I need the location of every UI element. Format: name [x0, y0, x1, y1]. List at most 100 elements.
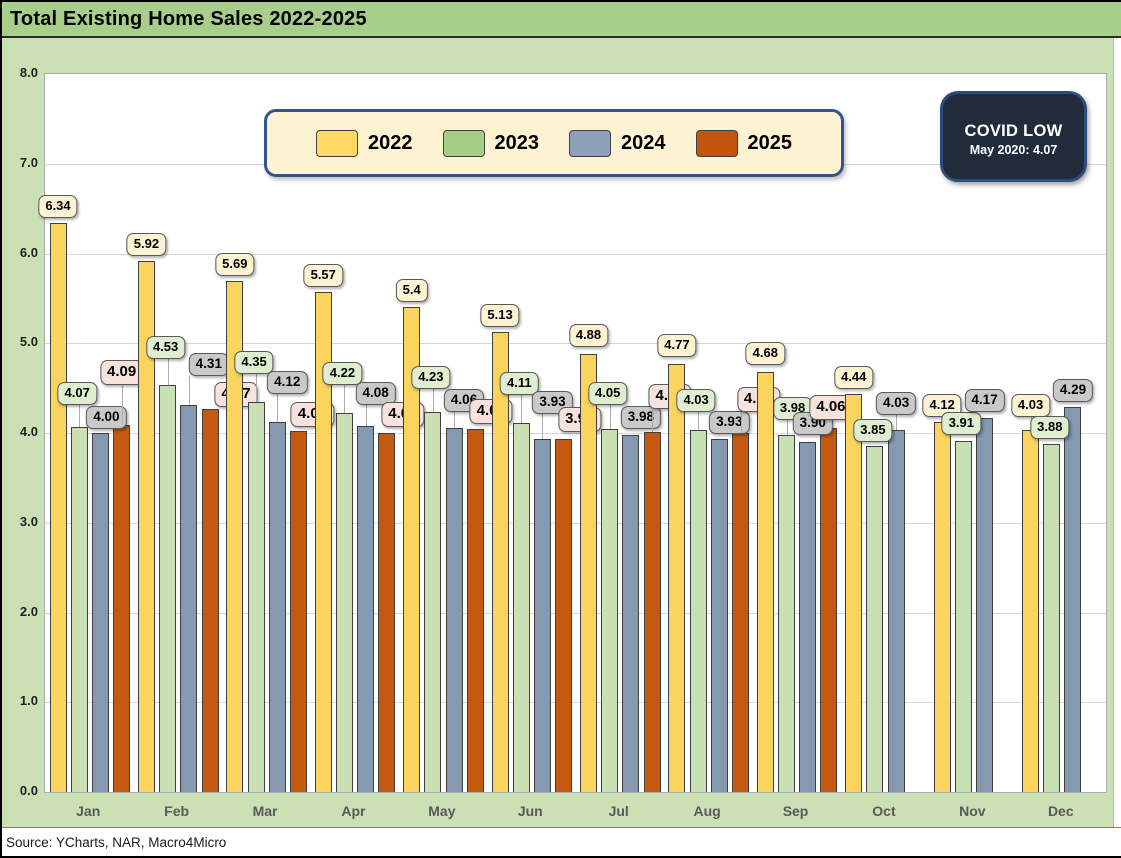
bar-2025-mar — [289, 431, 307, 792]
bar-2025-jul — [643, 432, 661, 792]
data-label-2024-aug: 3.93 — [709, 411, 750, 435]
covid-low-callout: COVID LOW May 2020: 4.07 — [940, 91, 1087, 182]
x-axis-label-may: May — [428, 803, 456, 819]
source-text: Source: YCharts, NAR, Macro4Micro — [6, 834, 227, 850]
data-label-2024-feb: 4.31 — [188, 353, 229, 377]
label-leader-2024-oct — [896, 415, 898, 431]
bar-2025-may — [466, 429, 484, 792]
label-leader-2023-apr — [344, 385, 346, 414]
y-axis-tick-6.0: 6.0 — [19, 244, 38, 260]
data-label-2022-mar: 5.69 — [215, 253, 255, 277]
gridline-3.0 — [45, 522, 1106, 524]
bar-2024-jan — [91, 433, 109, 792]
title-bar: Total Existing Home Sales 2022-2025 — [2, 2, 1121, 38]
data-label-2022-feb: 5.92 — [126, 232, 167, 256]
bar-2023-apr — [335, 413, 353, 792]
bar-2024-dec — [1064, 406, 1082, 792]
bar-2023-jun — [512, 423, 530, 792]
bar-2022-jul — [580, 354, 597, 792]
label-leader-2023-feb — [167, 359, 169, 386]
bar-2022-feb — [137, 260, 155, 792]
data-label-2025-jan: 4.09 — [99, 359, 144, 385]
bar-2024-sep — [799, 441, 817, 792]
legend-item-2024: 2024 — [569, 129, 666, 157]
bar-2022-dec — [1022, 430, 1040, 792]
bar-2022-jan — [49, 222, 67, 792]
data-label-2022-jul: 4.88 — [568, 324, 609, 348]
x-axis-label-oct: Oct — [872, 803, 896, 819]
data-label-2024-oct: 4.03 — [876, 392, 917, 416]
legend-item-2025: 2025 — [695, 129, 792, 157]
bar-2024-feb — [180, 405, 198, 792]
data-label-2024-dec: 4.29 — [1052, 378, 1094, 402]
label-leader-2024-may — [454, 411, 456, 428]
y-axis-tick-0.0: 0.0 — [19, 783, 38, 798]
x-axis-label-aug: Aug — [693, 803, 721, 819]
x-axis-label-jun: Jun — [517, 803, 543, 819]
y-axis-tick-3.0: 3.0 — [19, 513, 38, 529]
data-label-2024-mar: 4.12 — [267, 371, 308, 395]
label-leader-2023-may — [432, 389, 434, 413]
bar-2023-jan — [70, 426, 88, 792]
bar-2023-oct — [866, 446, 884, 792]
label-leader-2024-feb — [188, 376, 190, 406]
source-bar: Source: YCharts, NAR, Macro4Micro — [2, 827, 1121, 856]
legend-label-2024: 2024 — [621, 131, 666, 154]
data-label-2022-apr: 5.57 — [303, 264, 343, 288]
data-label-2023-jan: 4.07 — [57, 381, 97, 405]
bar-2023-dec — [1043, 443, 1061, 792]
bar-2025-feb — [201, 408, 219, 792]
label-leader-2024-apr — [365, 404, 367, 426]
bar-2023-sep — [778, 434, 796, 792]
bar-2024-oct — [887, 430, 905, 792]
bar-2024-aug — [710, 439, 728, 792]
label-leader-2023-jun — [521, 395, 523, 424]
callout-subtitle: May 2020: 4.07 — [969, 143, 1058, 157]
legend-swatch-2023 — [442, 129, 485, 157]
label-leader-2023-mar — [256, 373, 258, 402]
legend-item-2023: 2023 — [442, 129, 539, 157]
bar-2022-nov — [933, 422, 951, 792]
data-label-2024-nov: 4.17 — [964, 388, 1005, 412]
x-axis-label-nov: Nov — [959, 803, 986, 819]
bar-2025-apr — [378, 433, 396, 792]
bar-2022-aug — [668, 363, 686, 792]
label-leader-2024-jun — [542, 414, 544, 440]
data-label-2023-jul: 4.05 — [588, 381, 628, 405]
y-axis-tick-7.0: 7.0 — [19, 154, 38, 170]
data-label-2022-aug: 4.77 — [657, 333, 697, 357]
y-axis-tick-4.0: 4.0 — [19, 424, 38, 439]
bar-2024-jun — [533, 439, 551, 792]
gridline-2.0 — [45, 612, 1106, 614]
label-leader-2023-jan — [79, 404, 81, 427]
legend-swatch-2022 — [316, 129, 358, 157]
gridline-1.0 — [45, 702, 1106, 704]
data-label-2022-dec: 4.03 — [1010, 394, 1051, 418]
bar-2023-aug — [689, 430, 707, 792]
legend: 2022 2023 2024 2025 — [264, 109, 844, 177]
data-label-2023-apr: 4.22 — [322, 362, 363, 386]
bar-2024-may — [445, 427, 463, 792]
chart-area: 6.344.074.004.095.924.534.314.275.694.35… — [2, 38, 1114, 827]
legend-swatch-2024 — [569, 129, 611, 157]
label-leader-2025-jul — [652, 409, 654, 433]
legend-item-2022: 2022 — [316, 129, 413, 157]
data-label-2022-jan: 6.34 — [38, 194, 78, 218]
bar-2025-jun — [555, 439, 573, 792]
label-leader-2023-aug — [698, 412, 700, 431]
bar-2024-apr — [357, 425, 375, 792]
bar-2023-may — [424, 412, 442, 792]
data-label-2023-feb: 4.53 — [145, 336, 186, 360]
data-label-2024-apr: 4.08 — [355, 381, 396, 405]
data-label-2022-jun: 5.13 — [480, 303, 520, 327]
data-label-2022-oct: 4.44 — [834, 365, 874, 389]
bar-2022-mar — [226, 281, 244, 792]
plot-area: 6.344.074.004.095.924.534.314.275.694.35… — [38, 73, 1107, 793]
data-label-2023-jun: 4.11 — [499, 372, 539, 396]
bar-2025-sep — [820, 427, 838, 792]
data-label-2023-mar: 4.35 — [234, 350, 274, 374]
bar-2023-mar — [247, 401, 265, 792]
legend-swatch-2025 — [695, 129, 738, 157]
callout-title: COVID LOW — [964, 122, 1063, 140]
